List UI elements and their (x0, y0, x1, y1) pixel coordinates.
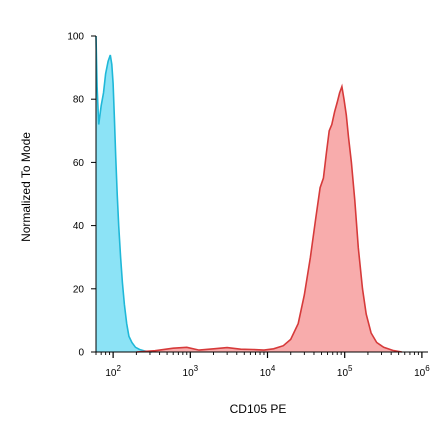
y-tick-label-80: 80 (73, 95, 85, 106)
series-2-line (136, 83, 402, 353)
y-tick-label-0: 0 (78, 348, 84, 359)
y-tick-label-60: 60 (73, 158, 85, 169)
axes-layer (95, 36, 428, 353)
series-1-area (96, 36, 153, 352)
y-axis-title: Normalized To Mode (19, 132, 33, 242)
x-tick-label-2: 102 (105, 364, 121, 379)
x-tick-label-5: 105 (337, 364, 353, 379)
series-1-line (95, 35, 153, 353)
x-tick-label-6: 106 (414, 364, 430, 379)
x-axis-title: CD105 PE (230, 402, 287, 416)
ticks-layer: 0 20 40 60 80 100 102 103 104 105 106 (67, 32, 430, 380)
y-tick-label-40: 40 (73, 221, 85, 232)
x-tick-label-3: 103 (183, 364, 199, 379)
series-layer (95, 35, 402, 353)
y-tick-label-20: 20 (73, 284, 85, 295)
y-tick-label-100: 100 (67, 32, 84, 43)
series-2-area (136, 86, 402, 352)
x-tick-label-4: 104 (260, 364, 276, 379)
